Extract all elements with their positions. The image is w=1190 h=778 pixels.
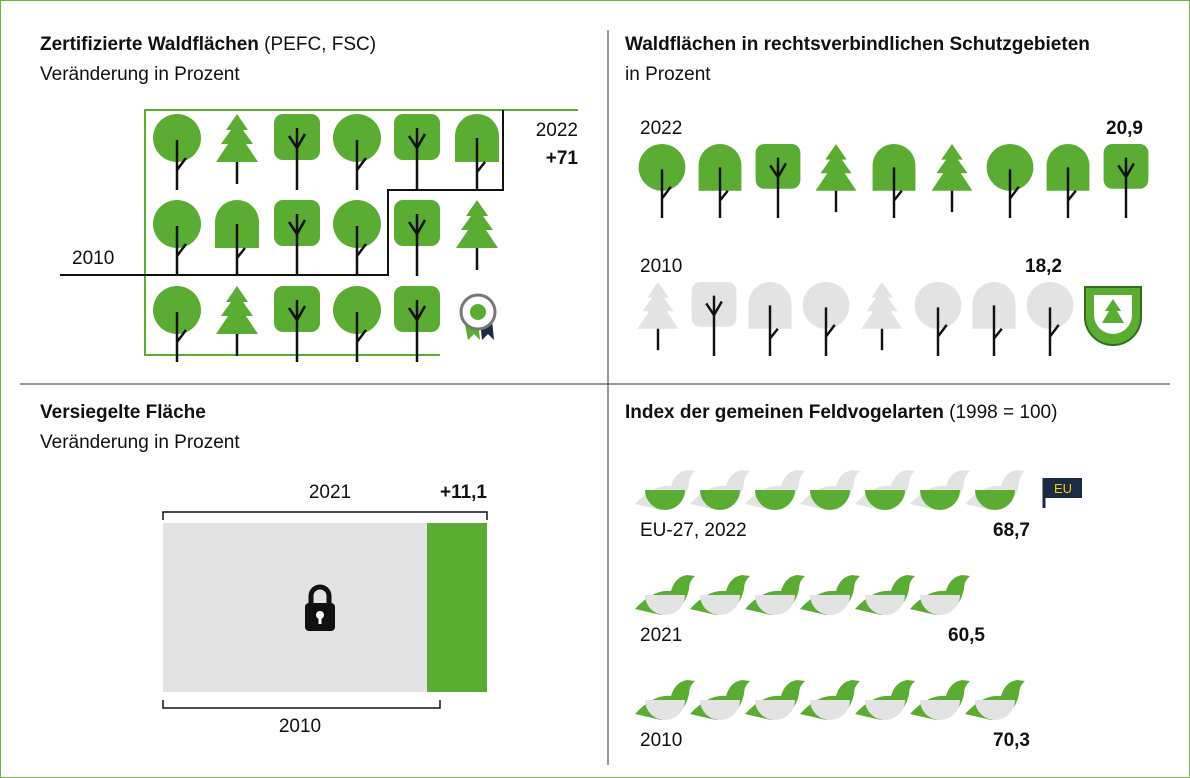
tree-icon [1045, 144, 1091, 218]
value: 20,9 [1106, 118, 1143, 139]
eu-flag: EU [1042, 478, 1082, 508]
value: 60,5 [948, 625, 985, 646]
tree-icon [913, 282, 963, 356]
bird-bowl [755, 700, 795, 720]
bird-bowl [700, 595, 740, 615]
tree-icon [754, 144, 802, 218]
title: Zertifizierte Waldflächen [40, 34, 259, 55]
year: 2010 [72, 248, 114, 269]
title: Index der gemeinen Feldvogelarten [625, 402, 944, 423]
bird-bowl [810, 700, 850, 720]
shield-icon [1084, 286, 1142, 346]
tree-icon [392, 286, 442, 362]
bird-bowl [920, 490, 960, 510]
bird-bowl [975, 490, 1015, 510]
row-label: EU-27, 2022 [640, 520, 747, 541]
bird-bowl [865, 490, 905, 510]
bird-bowl [865, 700, 905, 720]
tree-icon [801, 282, 851, 356]
tree-icon [392, 200, 442, 276]
tree-icon [637, 144, 687, 218]
bird-bowl [700, 700, 740, 720]
bird-bowl [645, 595, 685, 615]
tree-icon [747, 282, 793, 356]
panel-title: Index der gemeinen Feldvogelarten (1998 … [625, 402, 1057, 423]
tree-icon [971, 282, 1017, 356]
tree-icon [152, 200, 202, 276]
tree-icon [636, 282, 680, 352]
tree-icon [453, 114, 501, 190]
tree-icon [814, 144, 858, 214]
bird-bowl [810, 490, 850, 510]
tree-icon [214, 114, 260, 186]
tree-icon [985, 144, 1035, 218]
tree-icon [871, 144, 917, 218]
title-suffix: (1998 = 100) [949, 402, 1057, 423]
award-icon [459, 293, 497, 340]
bird-bowl [645, 700, 685, 720]
tree-icon [454, 200, 500, 272]
bird-bowl [755, 595, 795, 615]
tree-icon [272, 114, 322, 190]
tree-icon [332, 114, 382, 190]
tree-icon [1025, 282, 1075, 356]
panel-title: Waldflächen in rechtsverbindlichen Schut… [625, 34, 1090, 55]
bracket [162, 511, 488, 520]
value: 70,3 [993, 730, 1030, 751]
year: 2022 [536, 120, 578, 141]
tree-icon [697, 144, 743, 218]
outline-2010 [60, 110, 504, 276]
value: +11,1 [440, 482, 487, 503]
value: +71 [546, 148, 579, 169]
bird-bowl [920, 700, 960, 720]
lock-icon [305, 584, 335, 631]
bird-bowl [645, 490, 685, 510]
year: 2021 [309, 482, 351, 503]
tree-icon [152, 286, 202, 362]
tree-icon [214, 286, 260, 358]
badge: EU [1054, 481, 1072, 496]
panel-title: Versiegelte Fläche [40, 402, 206, 423]
outline-2022 [144, 109, 578, 356]
tree-icon [272, 286, 322, 362]
bird-bowl [810, 595, 850, 615]
tree-icon [332, 286, 382, 362]
subtitle: Veränderung in Prozent [40, 432, 240, 453]
tree-icon [152, 114, 202, 190]
year: 2010 [640, 256, 682, 277]
area-2010 [163, 523, 427, 692]
area-growth [427, 523, 487, 692]
tree-icon [272, 200, 322, 276]
subtitle: Veränderung in Prozent [40, 64, 240, 85]
value: 68,7 [993, 520, 1030, 541]
row-label: 2010 [640, 730, 682, 751]
row-label: 2021 [640, 625, 682, 646]
title-suffix: (PEFC, FSC) [264, 34, 376, 55]
year: 2022 [640, 118, 682, 139]
panel-title: Zertifizierte Waldflächen (PEFC, FSC) [40, 34, 376, 55]
bird-bowl [975, 700, 1015, 720]
bracket [162, 700, 441, 709]
year: 2010 [279, 716, 321, 737]
bird-bowl [755, 490, 795, 510]
tree-icon [213, 200, 261, 276]
tree-icon [392, 114, 442, 190]
tree-icon [1102, 144, 1150, 218]
tree-icon [930, 144, 974, 214]
tree-icon [690, 282, 738, 356]
bird-bowl [920, 595, 960, 615]
bird-bowl [865, 595, 905, 615]
value: 18,2 [1025, 256, 1062, 277]
bird-bowl [700, 490, 740, 510]
tree-icon [332, 200, 382, 276]
subtitle: in Prozent [625, 64, 711, 85]
tree-icon [860, 282, 904, 352]
